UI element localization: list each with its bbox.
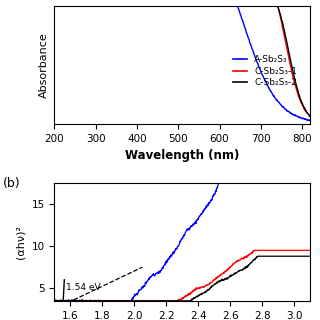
Y-axis label: (αhν)²: (αhν)²	[16, 225, 26, 259]
Legend: A-Sb₂S₃, C-Sb₂S₃-1, C-Sb₂S₃-2: A-Sb₂S₃, C-Sb₂S₃-1, C-Sb₂S₃-2	[230, 52, 301, 91]
Text: 1.54 eV: 1.54 eV	[66, 283, 100, 292]
Y-axis label: Absorbance: Absorbance	[39, 32, 49, 98]
Text: (b): (b)	[3, 177, 21, 190]
X-axis label: Wavelength (nm): Wavelength (nm)	[125, 149, 240, 163]
